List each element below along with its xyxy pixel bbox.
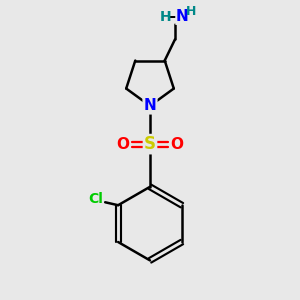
Text: H: H	[160, 10, 171, 24]
Text: H: H	[185, 5, 196, 18]
Text: O: O	[116, 136, 129, 152]
Text: O: O	[171, 136, 184, 152]
Text: Cl: Cl	[88, 192, 103, 206]
Text: N: N	[144, 98, 156, 113]
Text: S: S	[144, 135, 156, 153]
Text: N: N	[176, 9, 189, 24]
